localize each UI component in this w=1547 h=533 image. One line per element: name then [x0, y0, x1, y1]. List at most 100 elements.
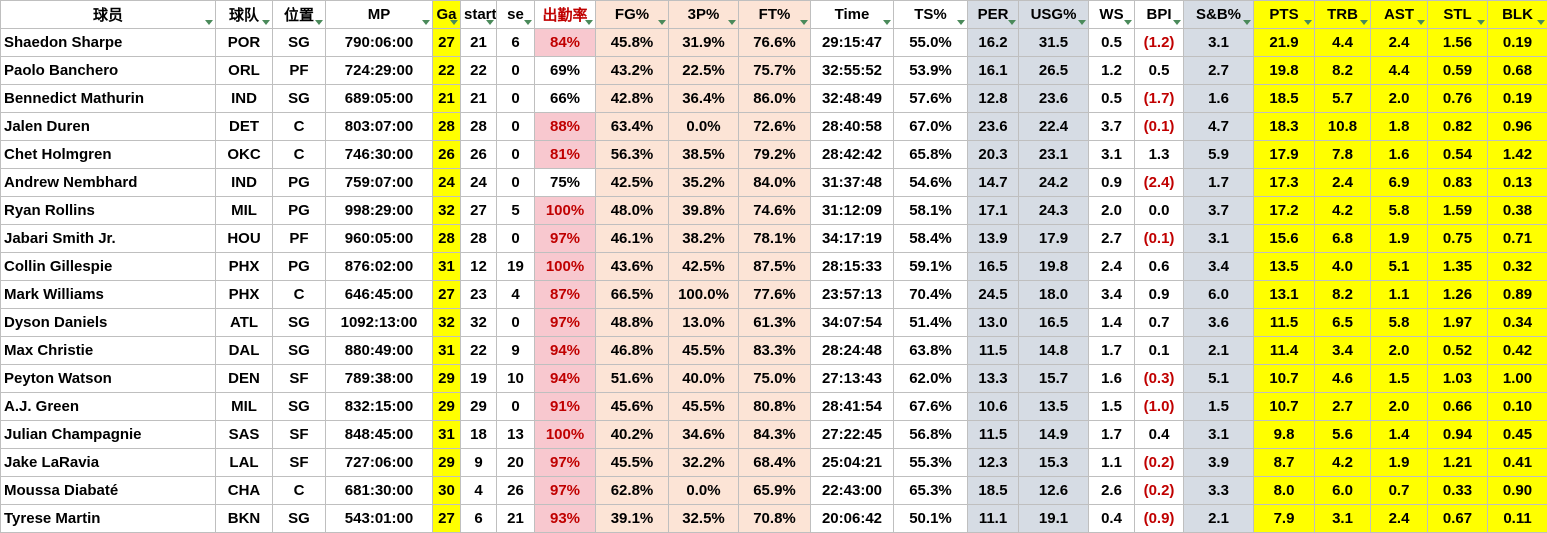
column-header[interactable]: TS% [893, 0, 968, 29]
column-header[interactable]: STL [1427, 0, 1488, 29]
column-header[interactable]: se [496, 0, 535, 29]
column-header[interactable]: Ga [432, 0, 461, 29]
cell: Shaedon Sharpe [0, 28, 216, 57]
cell: 7.9 [1253, 504, 1315, 533]
cell: 22:43:00 [810, 476, 894, 505]
cell: (1.0) [1134, 392, 1184, 421]
column-header[interactable]: Time [810, 0, 894, 29]
column-header[interactable]: 出勤率 [534, 0, 596, 29]
cell: 0.96 [1487, 112, 1547, 141]
cell: 9.8 [1253, 420, 1315, 449]
cell: 26.5 [1018, 56, 1089, 85]
player-row: Tyrese Martin BKN SG 543:01:00 27 6 21 93% 39.1%… [0, 504, 1547, 533]
player-row: Mark Williams PHX C 646:45:00 27 23 4 87% 66.5% 1… [0, 280, 1547, 309]
column-header[interactable]: BLK [1487, 0, 1547, 29]
cell: 0 [496, 308, 535, 337]
cell: 29:15:47 [810, 28, 894, 57]
cell: 45.6% [595, 392, 669, 421]
cell: 0.5 [1134, 56, 1184, 85]
cell: 48.0% [595, 196, 669, 225]
cell: Ryan Rollins [0, 196, 216, 225]
cell: 689:05:00 [325, 84, 433, 113]
cell: 74.6% [738, 196, 811, 225]
cell: 78.1% [738, 224, 811, 253]
cell: 0.10 [1487, 392, 1547, 421]
cell: 28:24:48 [810, 336, 894, 365]
cell: 0 [496, 56, 535, 85]
cell: PG [272, 168, 326, 197]
column-header[interactable]: S&B% [1183, 0, 1254, 29]
cell: 0.38 [1487, 196, 1547, 225]
cell: 759:07:00 [325, 168, 433, 197]
cell: 12.3 [967, 448, 1019, 477]
cell: 832:15:00 [325, 392, 433, 421]
cell: 5.8 [1370, 308, 1428, 337]
cell: 27:22:45 [810, 420, 894, 449]
cell: 2.4 [1370, 504, 1428, 533]
cell: (1.2) [1134, 28, 1184, 57]
cell: IND [215, 168, 273, 197]
cell: PG [272, 196, 326, 225]
player-row: Ryan Rollins MIL PG 998:29:00 32 27 5 100% 48.0%… [0, 196, 1547, 225]
player-row: Bennedict Mathurin IND SG 689:05:00 21 21 0 66%… [0, 84, 1547, 113]
cell: 6 [460, 504, 497, 533]
header-row: 球员球队位置MPGastartsse出勤率FG%3P%FT%TimeTS%PER… [0, 0, 1547, 29]
column-header[interactable]: 位置 [272, 0, 326, 29]
cell: 0.5 [1088, 84, 1135, 113]
column-header[interactable]: USG% [1018, 0, 1089, 29]
cell: DET [215, 112, 273, 141]
cell: SG [272, 28, 326, 57]
cell: POR [215, 28, 273, 57]
cell: 55.3% [893, 448, 968, 477]
cell: 20.3 [967, 140, 1019, 169]
cell: 803:07:00 [325, 112, 433, 141]
cell: HOU [215, 224, 273, 253]
cell: 18.0 [1018, 280, 1089, 309]
column-header[interactable]: PTS [1253, 0, 1315, 29]
column-header[interactable]: PER [967, 0, 1019, 29]
cell: 20 [496, 448, 535, 477]
cell: 84.3% [738, 420, 811, 449]
cell: 1.59 [1427, 196, 1488, 225]
cell: 1.6 [1183, 84, 1254, 113]
cell: Max Christie [0, 336, 216, 365]
cell: 13.9 [967, 224, 1019, 253]
cell: (0.2) [1134, 476, 1184, 505]
column-header[interactable]: TRB [1314, 0, 1371, 29]
cell: 32 [432, 196, 461, 225]
cell: 10.8 [1314, 112, 1371, 141]
cell: 27:13:43 [810, 364, 894, 393]
cell: 5.6 [1314, 420, 1371, 449]
cell: 4.2 [1314, 448, 1371, 477]
column-header[interactable]: MP [325, 0, 433, 29]
cell: C [272, 112, 326, 141]
column-header[interactable]: WS [1088, 0, 1135, 29]
cell: 21 [432, 84, 461, 113]
cell: 727:06:00 [325, 448, 433, 477]
cell: SG [272, 392, 326, 421]
player-row: Paolo Banchero ORL PF 724:29:00 22 22 0 69% 43.2… [0, 56, 1547, 85]
cell: 23.6 [967, 112, 1019, 141]
column-header[interactable]: 球员 [0, 0, 216, 29]
cell: 0.4 [1088, 504, 1135, 533]
cell: 35.2% [668, 168, 739, 197]
column-header[interactable]: 球队 [215, 0, 273, 29]
cell: C [272, 476, 326, 505]
column-header[interactable]: FG% [595, 0, 669, 29]
column-header[interactable]: BPI [1134, 0, 1184, 29]
column-header[interactable]: AST [1370, 0, 1428, 29]
cell: 50.1% [893, 504, 968, 533]
cell: SAS [215, 420, 273, 449]
cell: 3.1 [1314, 504, 1371, 533]
player-row: Shaedon Sharpe POR SG 790:06:00 27 21 6 84% 45.8… [0, 28, 1547, 57]
cell: 8.2 [1314, 280, 1371, 309]
cell: 0.68 [1487, 56, 1547, 85]
column-header[interactable]: FT% [738, 0, 811, 29]
cell: 42.8% [595, 84, 669, 113]
cell: 62.0% [893, 364, 968, 393]
cell: 21.9 [1253, 28, 1315, 57]
cell: 4.0 [1314, 252, 1371, 281]
cell: 2.1 [1183, 336, 1254, 365]
column-header[interactable]: 3P% [668, 0, 739, 29]
